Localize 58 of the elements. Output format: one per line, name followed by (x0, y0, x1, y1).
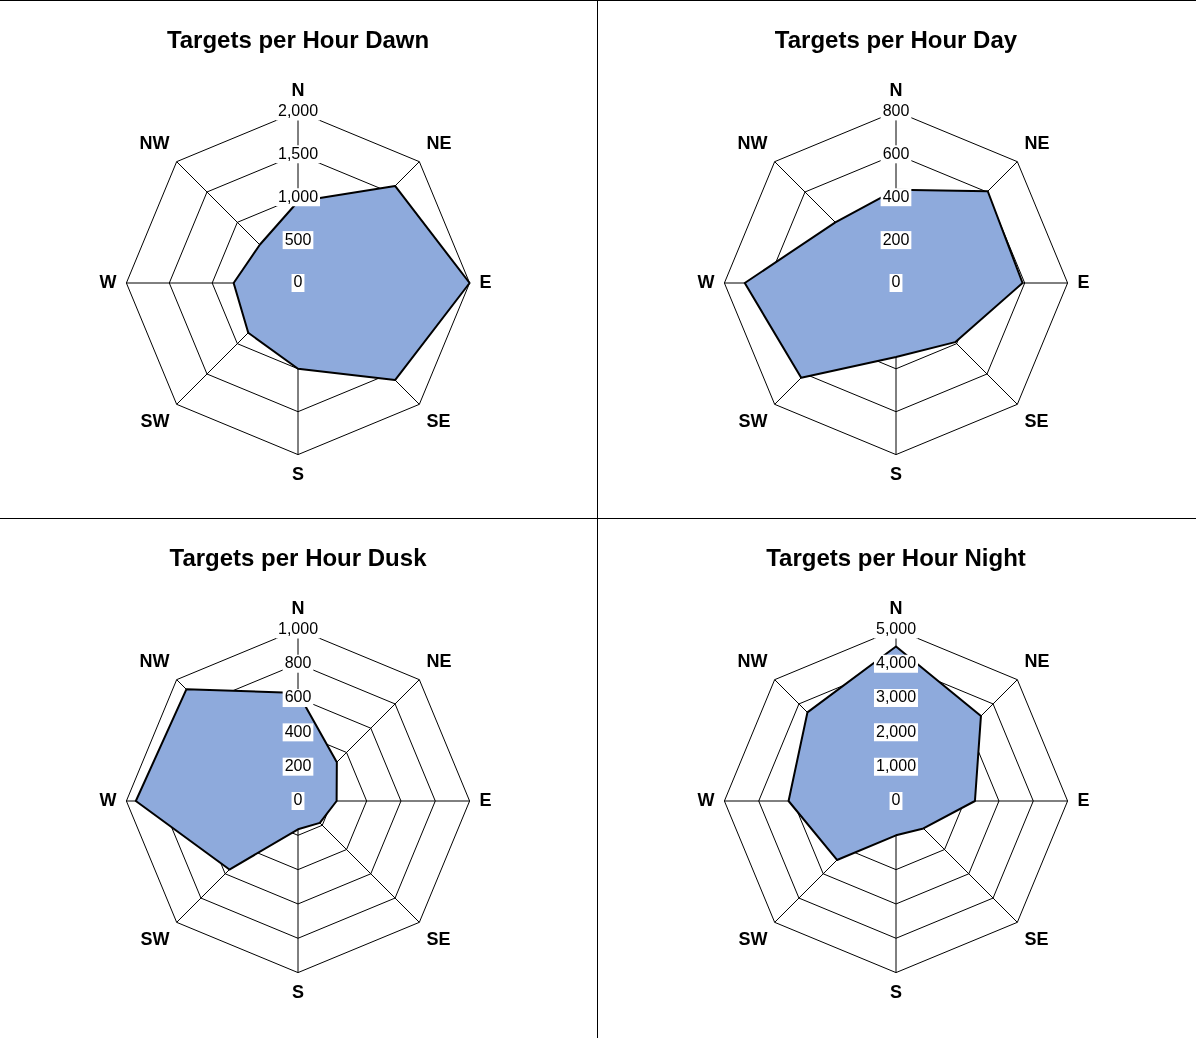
spoke-label: SW (140, 929, 170, 950)
spoke-label: W (99, 789, 117, 810)
spoke-label: S (889, 464, 903, 485)
y-tick-label: 400 (882, 187, 910, 205)
y-tick-label: 200 (284, 757, 312, 775)
spoke-label: SW (140, 411, 170, 432)
spoke-label: NW (737, 650, 768, 671)
spoke-label: NE (1024, 132, 1050, 153)
y-tick-label: 800 (882, 101, 910, 119)
spoke-label: S (291, 982, 305, 1003)
spoke-label: NE (426, 650, 452, 671)
spoke-label: N (889, 79, 903, 100)
y-tick-label: 2,000 (875, 722, 917, 740)
spoke-label: E (1077, 789, 1090, 810)
spoke-label: NE (426, 132, 452, 153)
spoke-label: NW (737, 132, 768, 153)
spoke-label: W (99, 271, 117, 292)
y-tick-label: 1,000 (277, 187, 319, 205)
y-tick-label: 800 (284, 654, 312, 672)
chart-title: Targets per Hour Night (766, 544, 1026, 572)
spoke-label: SE (1024, 929, 1049, 950)
spoke-label: N (291, 79, 305, 100)
spoke-label: SE (1024, 411, 1049, 432)
spoke-label: SW (738, 929, 768, 950)
y-tick-label: 1,000 (875, 757, 917, 775)
y-tick-label: 200 (882, 230, 910, 248)
y-tick-label: 1,000 (277, 619, 319, 637)
chart-title: Targets per Hour Day (774, 26, 1018, 54)
y-tick-label: 5,000 (875, 619, 917, 637)
y-tick-label: 400 (284, 722, 312, 740)
spoke-label: SW (738, 411, 768, 432)
spoke-label: SE (426, 411, 451, 432)
y-tick-label: 600 (882, 144, 910, 162)
spoke-label: SE (426, 929, 451, 950)
y-tick-label: 3,000 (875, 688, 917, 706)
y-tick-label: 4,000 (875, 654, 917, 672)
y-tick-label: 0 (293, 791, 303, 809)
spoke-label: NW (139, 132, 170, 153)
spoke-label: N (291, 597, 305, 618)
spoke-label: N (889, 597, 903, 618)
y-tick-label: 600 (284, 688, 312, 706)
y-tick-label: 0 (891, 273, 901, 291)
y-tick-label: 0 (293, 273, 303, 291)
chart-title: Targets per Hour Dawn (166, 26, 430, 54)
y-tick-label: 2,000 (277, 101, 319, 119)
spoke-label: S (889, 982, 903, 1003)
spoke-label: S (291, 464, 305, 485)
y-tick-label: 500 (284, 230, 312, 248)
spoke-label: E (1077, 271, 1090, 292)
spoke-label: NE (1024, 650, 1050, 671)
spoke-label: W (697, 271, 715, 292)
spoke-label: E (479, 271, 492, 292)
spoke-label: W (697, 789, 715, 810)
y-tick-label: 1,500 (277, 144, 319, 162)
chart-title: Targets per Hour Dusk (169, 544, 428, 572)
spoke-label: E (479, 789, 492, 810)
y-tick-label: 0 (891, 791, 901, 809)
spoke-label: NW (139, 650, 170, 671)
